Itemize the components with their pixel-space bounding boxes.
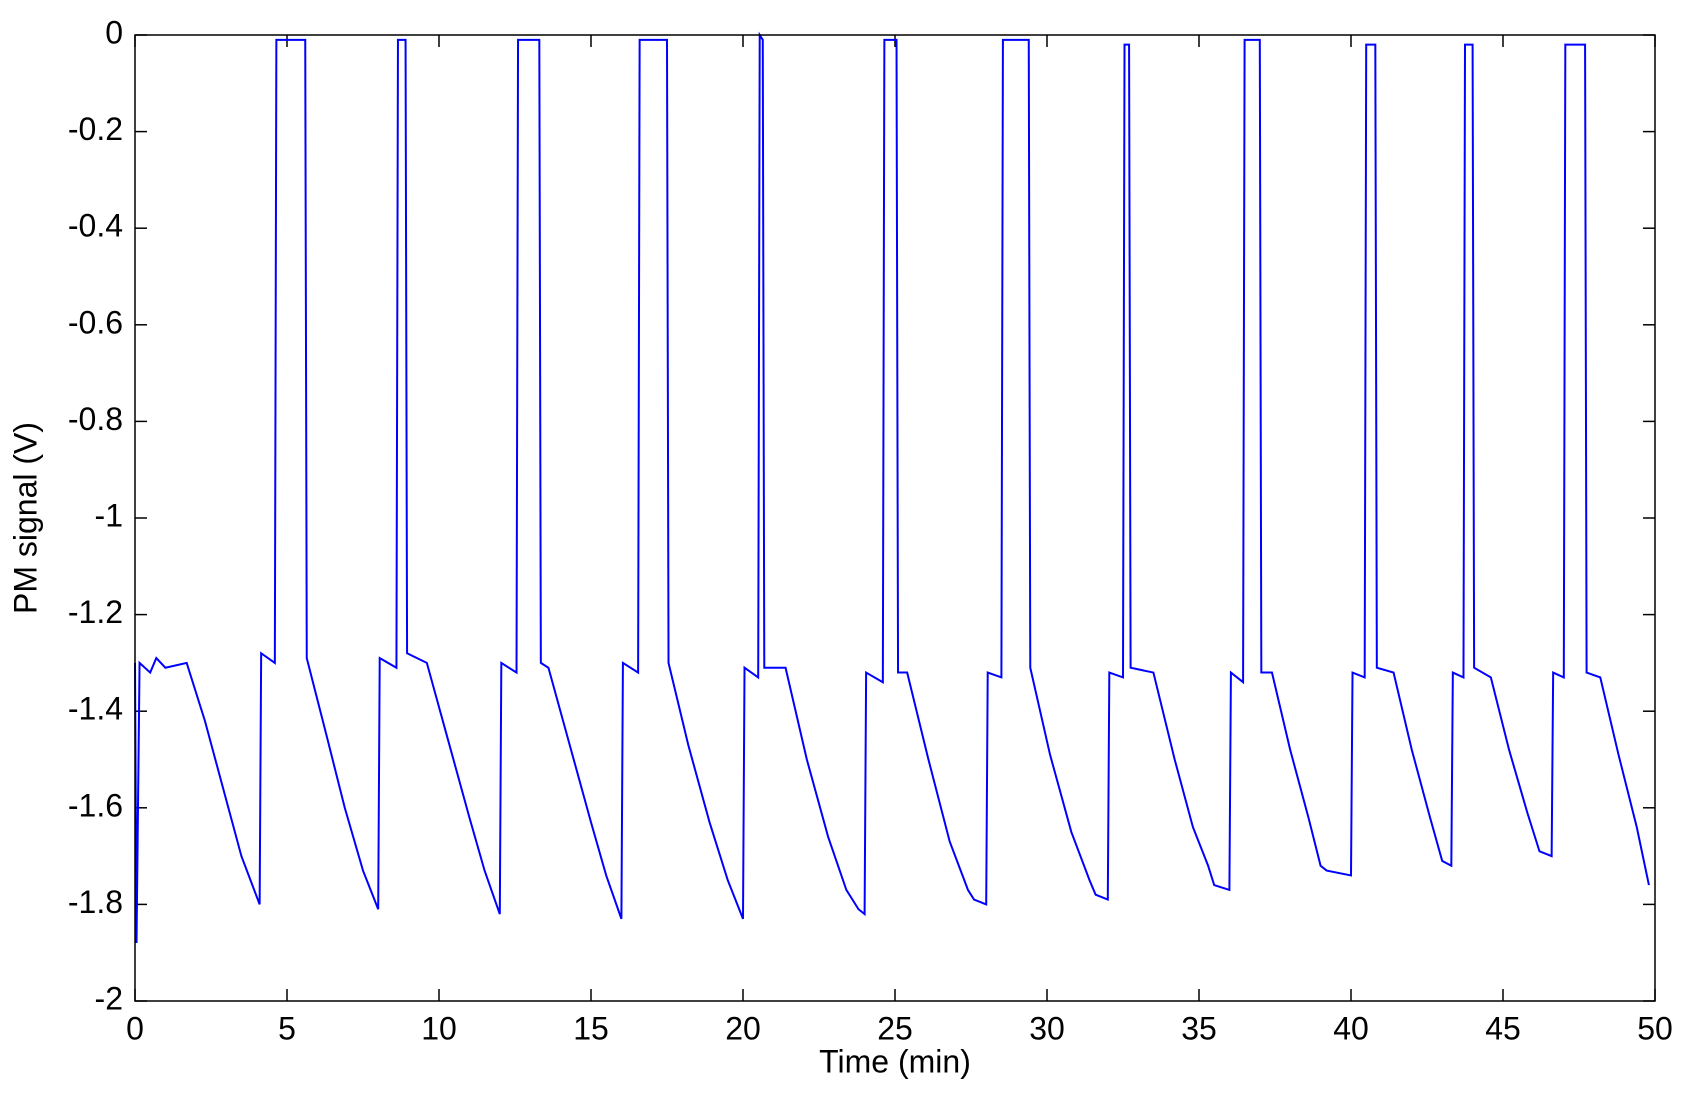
x-tick-label: 10 xyxy=(421,1010,457,1046)
x-tick-label: 0 xyxy=(126,1010,144,1046)
data-line xyxy=(134,31,1650,944)
plot-frame xyxy=(134,34,1656,1002)
x-tick-label: 30 xyxy=(1029,1010,1065,1046)
y-tick-label: -0.2 xyxy=(68,111,123,147)
x-tick-label: 35 xyxy=(1181,1010,1217,1046)
y-tick-label: -1.6 xyxy=(68,787,123,823)
x-tick-label: 15 xyxy=(573,1010,609,1046)
y-tick-label: 0 xyxy=(105,14,123,50)
x-tick-label: 20 xyxy=(725,1010,761,1046)
x-tick-label: 45 xyxy=(1485,1010,1521,1046)
y-tick-label: -1.2 xyxy=(68,594,123,630)
y-tick-label: -1.4 xyxy=(68,691,123,727)
y-tick-label: -0.4 xyxy=(68,208,123,244)
y-tick-label: -2 xyxy=(95,980,123,1016)
y-tick-label: -1.8 xyxy=(68,884,123,920)
y-tick-label: -0.6 xyxy=(68,304,123,340)
y-axis-label: PM signal (V) xyxy=(7,422,43,614)
x-axis-label: Time (min) xyxy=(819,1043,971,1079)
x-tick-label: 5 xyxy=(278,1010,296,1046)
x-tick-label: 25 xyxy=(877,1010,913,1046)
x-tick-label: 50 xyxy=(1637,1010,1673,1046)
x-tick-label: 40 xyxy=(1333,1010,1369,1046)
y-tick-label: -0.8 xyxy=(68,401,123,437)
y-tick-label: -1 xyxy=(95,497,123,533)
